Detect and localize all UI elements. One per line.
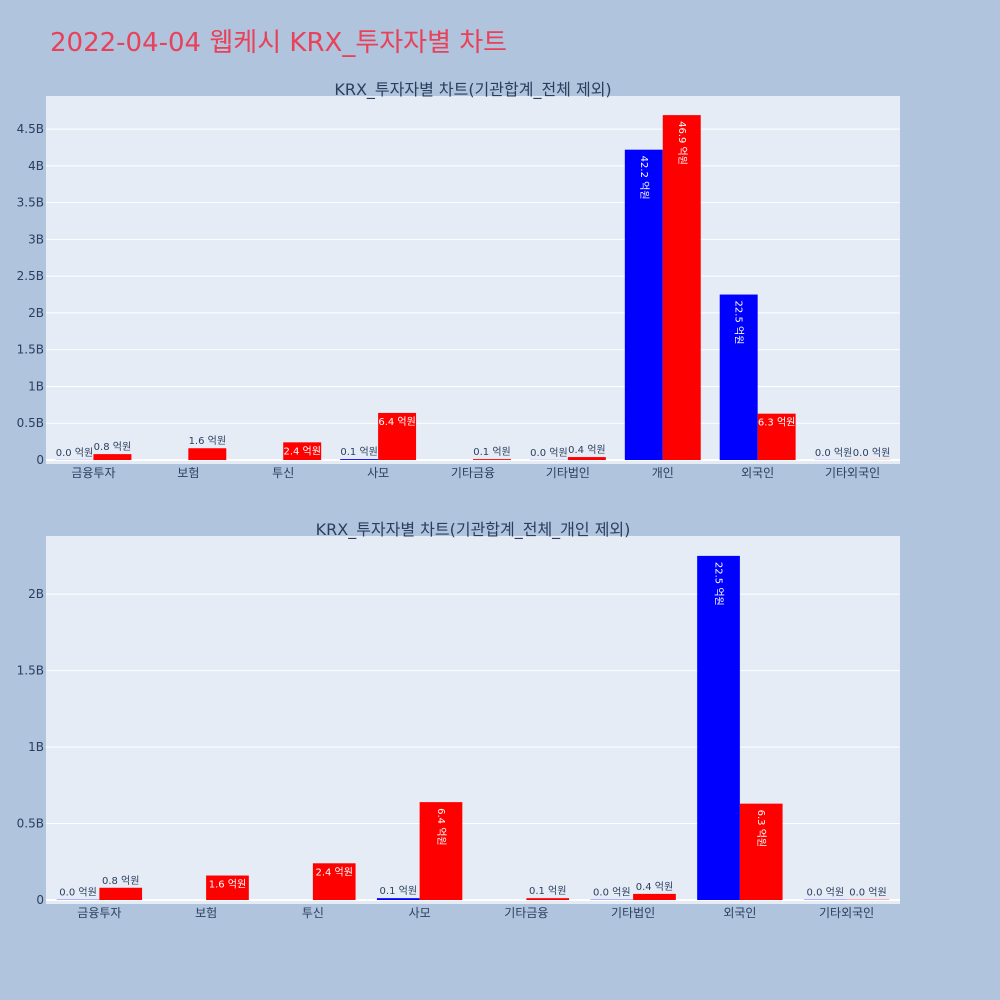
y-tick-label: 3B: [28, 232, 44, 246]
bar: [757, 413, 796, 460]
y-tick-label: 2.5B: [17, 269, 44, 283]
y-tick-label: 0: [36, 453, 44, 467]
data-label: 0.0 억원: [593, 887, 630, 899]
x-tick-label: 기타외국인: [825, 466, 880, 480]
bar: [378, 412, 417, 460]
data-label: 6.3 억원: [758, 417, 795, 429]
y-tick-label: 1B: [28, 740, 44, 754]
bar: [419, 802, 463, 900]
data-label: 0.0 억원: [56, 447, 93, 459]
bar: [526, 898, 570, 900]
y-tick-label: 0.5B: [17, 817, 44, 831]
bar: [188, 448, 227, 460]
data-label: 0.0 억원: [59, 887, 96, 899]
x-tick-label: 금융투자: [77, 906, 121, 920]
bar: [283, 442, 322, 460]
bar: [312, 863, 356, 900]
x-tick-label: 기타외국인: [819, 906, 874, 920]
x-tick-label: 기타금융: [504, 906, 548, 920]
data-label: 0.0 억원: [530, 447, 567, 459]
data-label: 42.2 억원: [638, 156, 650, 200]
y-tick-label: 4.5B: [17, 122, 44, 136]
chart-title: KRX_투자자별 차트(기관합계_전체_개인 제외): [316, 520, 631, 540]
chart-1: KRX_투자자별 차트(기관합계_전체 제외) 0 0.5B 1B 1.5B 2B 2.5B…: [17, 80, 900, 480]
bar: [624, 149, 663, 461]
data-label: 1.6 억원: [189, 435, 226, 447]
data-label: 22.5 억원: [713, 562, 725, 606]
x-tick-label: 사모: [409, 906, 431, 920]
bar: [662, 115, 701, 460]
data-label: 2.4 억원: [283, 445, 320, 457]
bar: [93, 454, 132, 460]
data-label: 0.1 억원: [529, 885, 566, 897]
bar: [376, 898, 420, 900]
y-tick-label: 1.5B: [17, 343, 44, 357]
bar: [206, 875, 249, 900]
x-tick-label: 사모: [367, 466, 389, 480]
x-tick-label: 기타법인: [611, 906, 655, 920]
data-label: 22.5 억원: [733, 301, 745, 345]
data-label: 2.4 억원: [315, 866, 352, 878]
bar: [719, 294, 758, 460]
bar: [340, 459, 379, 460]
data-label: 0.0 억원: [815, 447, 852, 459]
y-tick-label: 0.5B: [17, 416, 44, 430]
data-label: 46.9 억원: [676, 121, 688, 165]
data-label: 0.8 억원: [94, 441, 131, 453]
data-label: 0.0 억원: [849, 887, 886, 899]
chart-2: KRX_투자자별 차트(기관합계_전체_개인 제외) 0 0.5B 1B 1.5B 2B 금…: [17, 520, 900, 920]
data-label: 0.1 억원: [380, 885, 417, 897]
plot-area: [46, 96, 900, 464]
x-tick-label: 투신: [272, 466, 294, 480]
x-tick-label: 기타금융: [451, 466, 495, 480]
bar: [633, 893, 676, 900]
data-label: 0.8 억원: [102, 875, 139, 887]
y-tick-label: 3.5B: [17, 196, 44, 210]
y-tick-label: 2B: [28, 587, 44, 601]
bar: [99, 887, 143, 900]
bar: [473, 459, 511, 460]
y-tick-label: 2B: [28, 306, 44, 320]
data-label: 6.4 억원: [435, 808, 447, 845]
data-label: 0.1 억원: [340, 446, 377, 458]
page-title: 2022-04-04 웹케시 KRX_투자자별 차트: [50, 28, 508, 58]
data-label: 0.4 억원: [636, 881, 673, 893]
data-label: 6.3 억원: [755, 810, 767, 847]
x-tick-label: 외국인: [741, 466, 774, 480]
chart-title: KRX_투자자별 차트(기관합계_전체 제외): [334, 80, 611, 100]
data-label: 0.4 억원: [568, 444, 605, 456]
y-tick-label: 1B: [28, 379, 44, 393]
data-label: 0.0 억원: [853, 447, 890, 459]
bar: [567, 457, 606, 460]
bar: [739, 803, 783, 900]
bar: [697, 555, 740, 900]
y-tick-label: 4B: [28, 159, 44, 173]
data-label: 1.6 억원: [209, 879, 246, 891]
x-tick-label: 보험: [195, 906, 217, 920]
y-tick-label: 0: [36, 893, 44, 907]
data-label: 6.4 억원: [378, 416, 415, 428]
x-tick-label: 투신: [302, 906, 324, 920]
x-tick-label: 외국인: [723, 906, 756, 920]
data-label: 0.0 억원: [807, 887, 844, 899]
x-tick-label: 개인: [652, 466, 674, 480]
x-tick-label: 보험: [177, 466, 199, 480]
x-tick-label: 금융투자: [71, 466, 115, 480]
y-tick-label: 1.5B: [17, 664, 44, 678]
x-tick-label: 기타법인: [546, 466, 590, 480]
data-label: 0.1 억원: [473, 446, 510, 458]
